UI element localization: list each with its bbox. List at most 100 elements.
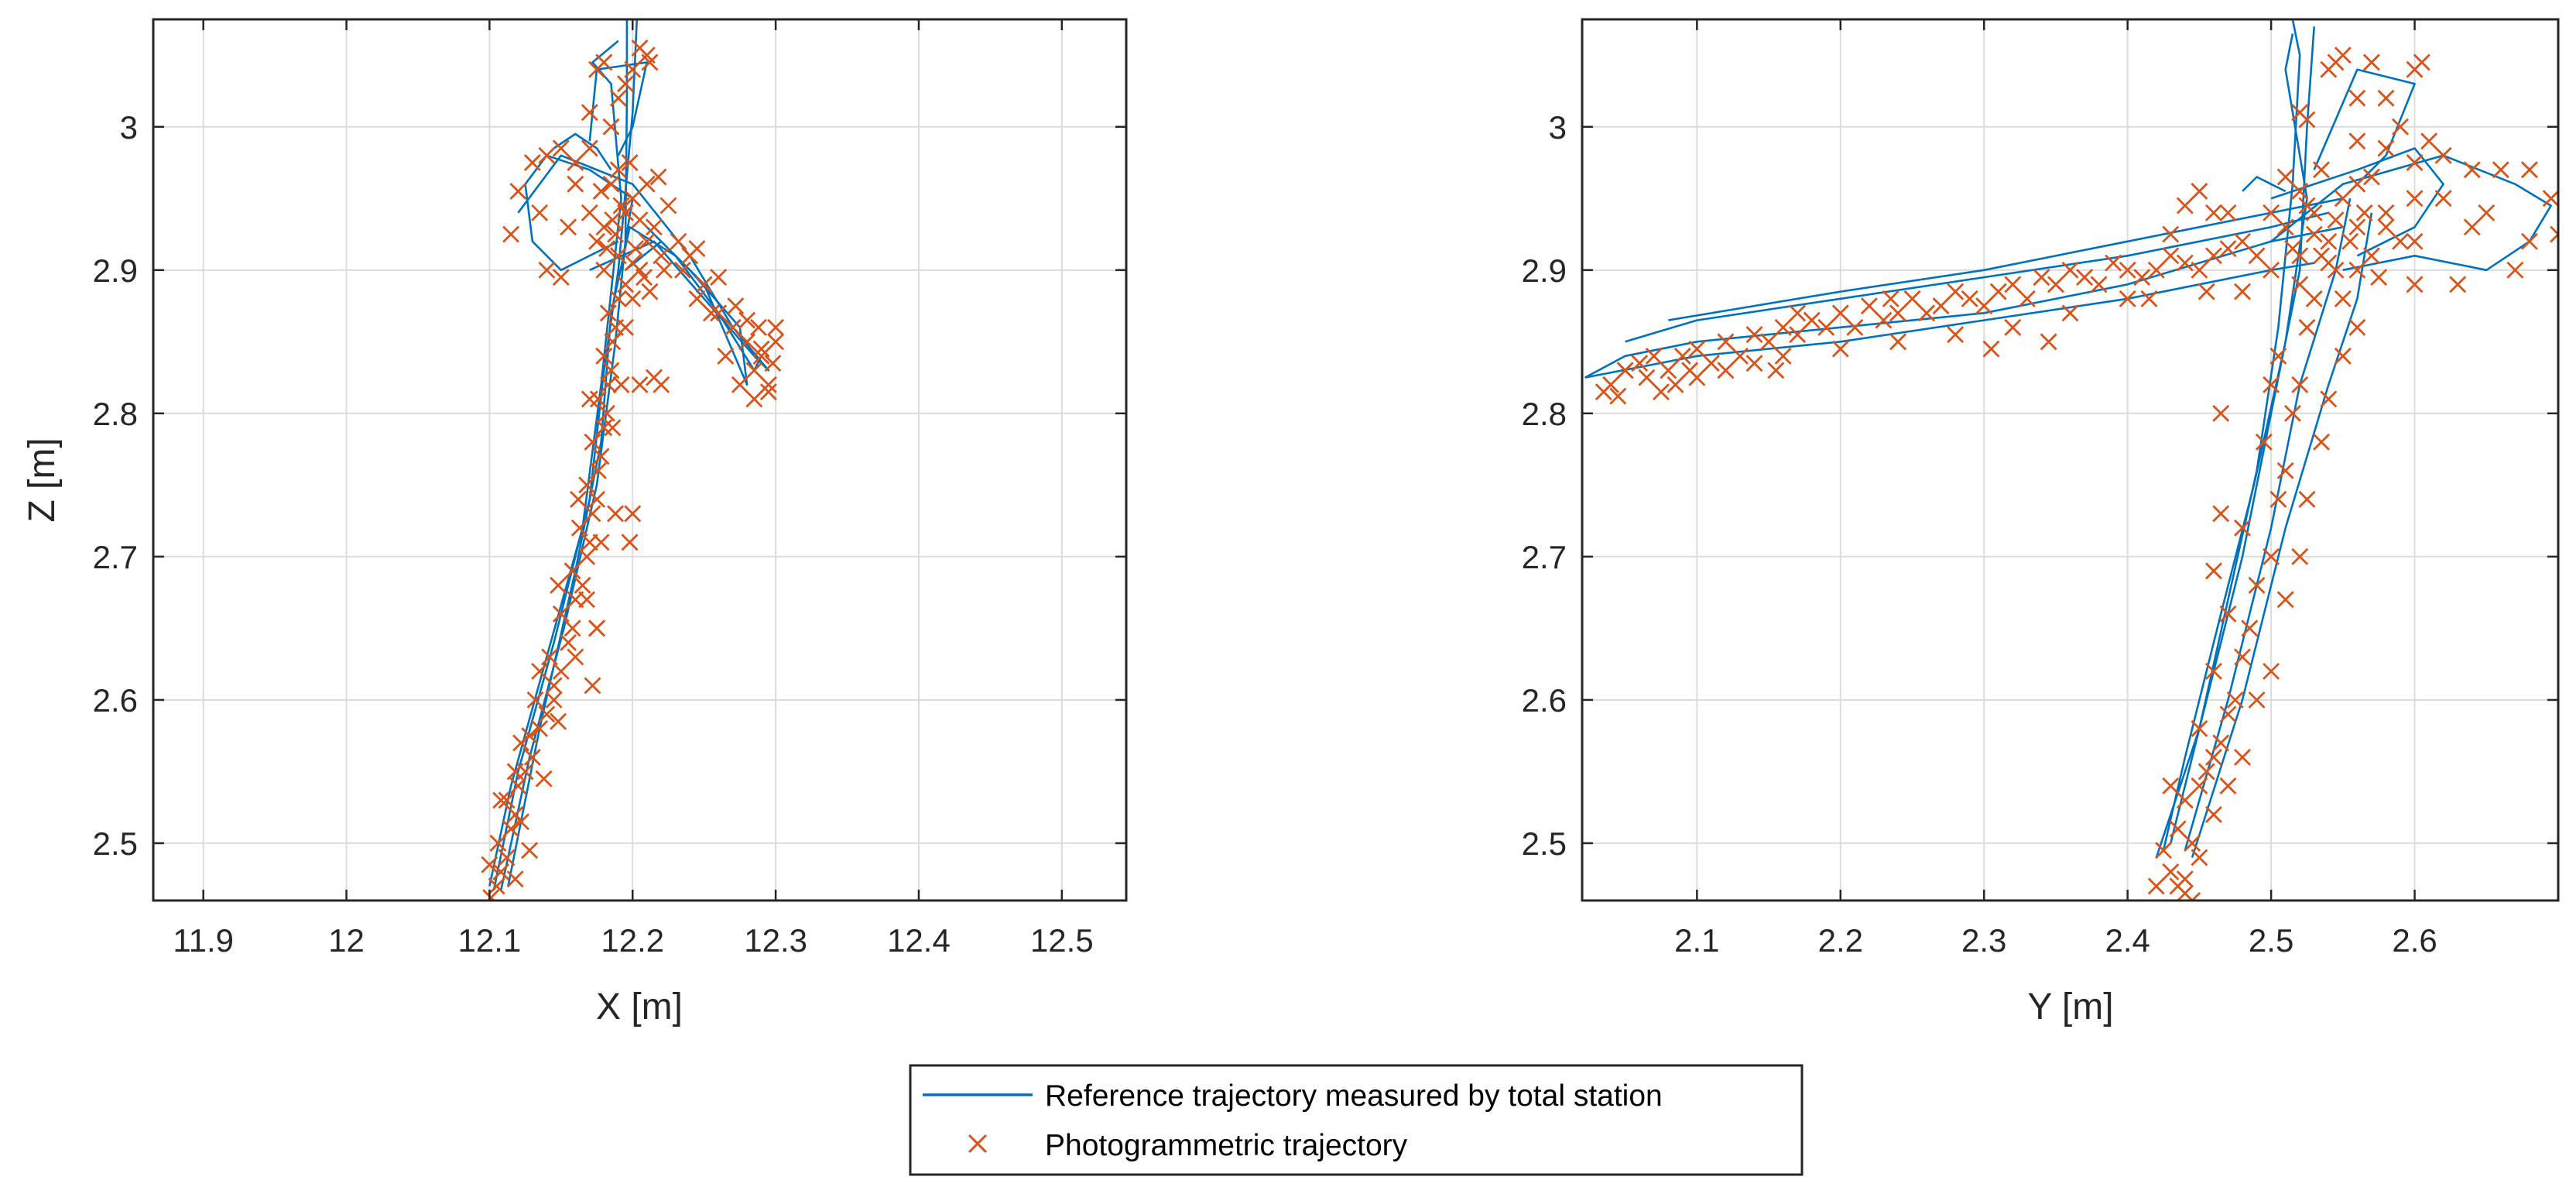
photogrammetric-point bbox=[2291, 183, 2309, 201]
photogrammetric-point bbox=[2348, 218, 2366, 236]
photogrammetric-point bbox=[702, 304, 720, 322]
photogrammetric-point bbox=[1831, 304, 1849, 322]
photogrammetric-point bbox=[659, 197, 677, 214]
photogrammetric-point bbox=[506, 870, 524, 888]
photogrammetric-point bbox=[673, 261, 691, 279]
photogrammetric-point bbox=[2248, 247, 2266, 265]
plot-area bbox=[153, 19, 1126, 901]
photogrammetric-point bbox=[607, 505, 625, 523]
x-tick-label: 11.9 bbox=[173, 922, 234, 959]
photogrammetric-point bbox=[2406, 276, 2424, 293]
legend-photo-x-icon bbox=[968, 1134, 988, 1154]
photogrammetric-point bbox=[604, 419, 622, 437]
photogrammetric-point bbox=[545, 677, 563, 695]
photogrammetric-point bbox=[2520, 161, 2538, 179]
photogrammetric-point bbox=[2234, 748, 2252, 766]
photogrammetric-point bbox=[1745, 355, 1763, 372]
photogrammetric-point bbox=[724, 318, 742, 336]
photogrammetric-point bbox=[2263, 204, 2280, 221]
reference-trajectory-segment bbox=[588, 61, 649, 156]
plot-area bbox=[1582, 19, 2558, 901]
photogrammetric-point bbox=[649, 168, 667, 186]
reference-trajectory-segment bbox=[2170, 26, 2315, 844]
photogrammetric-point bbox=[609, 247, 627, 265]
photogrammetric-point bbox=[2234, 648, 2252, 666]
photogrammetric-point bbox=[2204, 247, 2222, 265]
y-tick-label: 2.5 bbox=[1522, 825, 1567, 862]
reference-trajectory-segment bbox=[524, 154, 634, 272]
photogrammetric-point bbox=[624, 290, 642, 307]
photogrammetric-point bbox=[595, 53, 613, 71]
photogrammetric-point bbox=[2334, 290, 2352, 307]
photogrammetric-point bbox=[2263, 261, 2280, 279]
photogrammetric-point bbox=[592, 448, 610, 465]
data-layer bbox=[481, 19, 785, 901]
photogrammetric-point bbox=[1889, 333, 1906, 351]
photogrammetric-point bbox=[2362, 168, 2380, 186]
photogrammetric-point bbox=[531, 204, 549, 221]
photogrammetric-point bbox=[2176, 197, 2194, 214]
y-tick-label: 2.7 bbox=[1522, 539, 1567, 575]
photogrammetric-point bbox=[523, 154, 541, 172]
photogrammetric-point bbox=[509, 777, 527, 794]
photogrammetric-point bbox=[2162, 863, 2180, 880]
photogrammetric-point bbox=[2147, 877, 2165, 895]
photogrammetric-point bbox=[512, 813, 530, 831]
photogrammetric-point bbox=[624, 60, 642, 78]
photogrammetric-point bbox=[1774, 347, 1792, 365]
y-tick-label: 3 bbox=[120, 109, 138, 146]
photogrammetric-point bbox=[492, 863, 510, 880]
photogrammetric-point bbox=[570, 490, 587, 508]
photogrammetric-point bbox=[670, 232, 687, 250]
photogrammetric-point bbox=[1975, 297, 1993, 315]
photogrammetric-point bbox=[2162, 777, 2180, 794]
photogrammetric-point bbox=[481, 856, 498, 873]
x-axis-title-left: X [m] bbox=[596, 986, 683, 1027]
photogrammetric-point bbox=[624, 254, 642, 272]
photogrammetric-point bbox=[581, 139, 598, 157]
reference-trajectory-segment bbox=[1625, 211, 2329, 343]
photogrammetric-point bbox=[2248, 691, 2266, 708]
photogrammetric-point bbox=[578, 476, 596, 494]
photogrammetric-point bbox=[550, 576, 567, 594]
photogrammetric-point bbox=[1745, 326, 1763, 344]
photogrammetric-point bbox=[2420, 132, 2438, 150]
photogrammetric-point bbox=[2492, 161, 2509, 179]
photogrammetric-point bbox=[2298, 490, 2316, 508]
photogrammetric-point bbox=[1889, 304, 1906, 322]
photogrammetric-point bbox=[1989, 283, 2007, 300]
x-tick-label: 2.6 bbox=[2392, 922, 2437, 959]
photogrammetric-point bbox=[506, 763, 524, 780]
photogrammetric-point bbox=[1667, 376, 1684, 393]
photogrammetric-point bbox=[531, 719, 549, 737]
photogrammetric-point bbox=[2298, 318, 2316, 336]
photogrammetric-point bbox=[655, 261, 673, 279]
photogrammetric-point bbox=[1688, 340, 1706, 358]
photogrammetric-point bbox=[2248, 576, 2266, 594]
photogrammetric-point bbox=[1875, 311, 1893, 329]
x-tick-label: 12.2 bbox=[601, 922, 664, 959]
photogrammetric-point bbox=[2449, 276, 2467, 293]
photogrammetric-point bbox=[2219, 705, 2237, 723]
photogrammetric-point bbox=[2061, 304, 2079, 322]
photogrammetric-point bbox=[531, 662, 549, 680]
photogrammetric-point bbox=[2276, 461, 2294, 479]
photogrammetric-point bbox=[2219, 777, 2237, 794]
reference-trajectory-segment bbox=[2191, 212, 2373, 858]
x-tick-label: 2.1 bbox=[1674, 922, 1719, 959]
photogrammetric-point bbox=[560, 218, 577, 236]
photogrammetric-point bbox=[626, 240, 644, 258]
photogrammetric-point bbox=[1767, 362, 1785, 379]
photogrammetric-point bbox=[567, 154, 584, 172]
photogrammetric-point bbox=[2283, 404, 2301, 422]
photogrammetric-point bbox=[767, 333, 785, 351]
photogrammetric-point bbox=[564, 619, 581, 637]
photogrammetric-point bbox=[2133, 269, 2151, 286]
photogrammetric-point bbox=[738, 311, 756, 329]
photogrammetric-point bbox=[2348, 318, 2366, 336]
photogrammetric-point bbox=[1831, 340, 1849, 358]
reference-trajectory-segment bbox=[2242, 176, 2287, 193]
photogrammetric-point bbox=[598, 240, 615, 258]
photogrammetric-point bbox=[759, 376, 777, 393]
photogrammetric-point bbox=[2184, 892, 2201, 901]
